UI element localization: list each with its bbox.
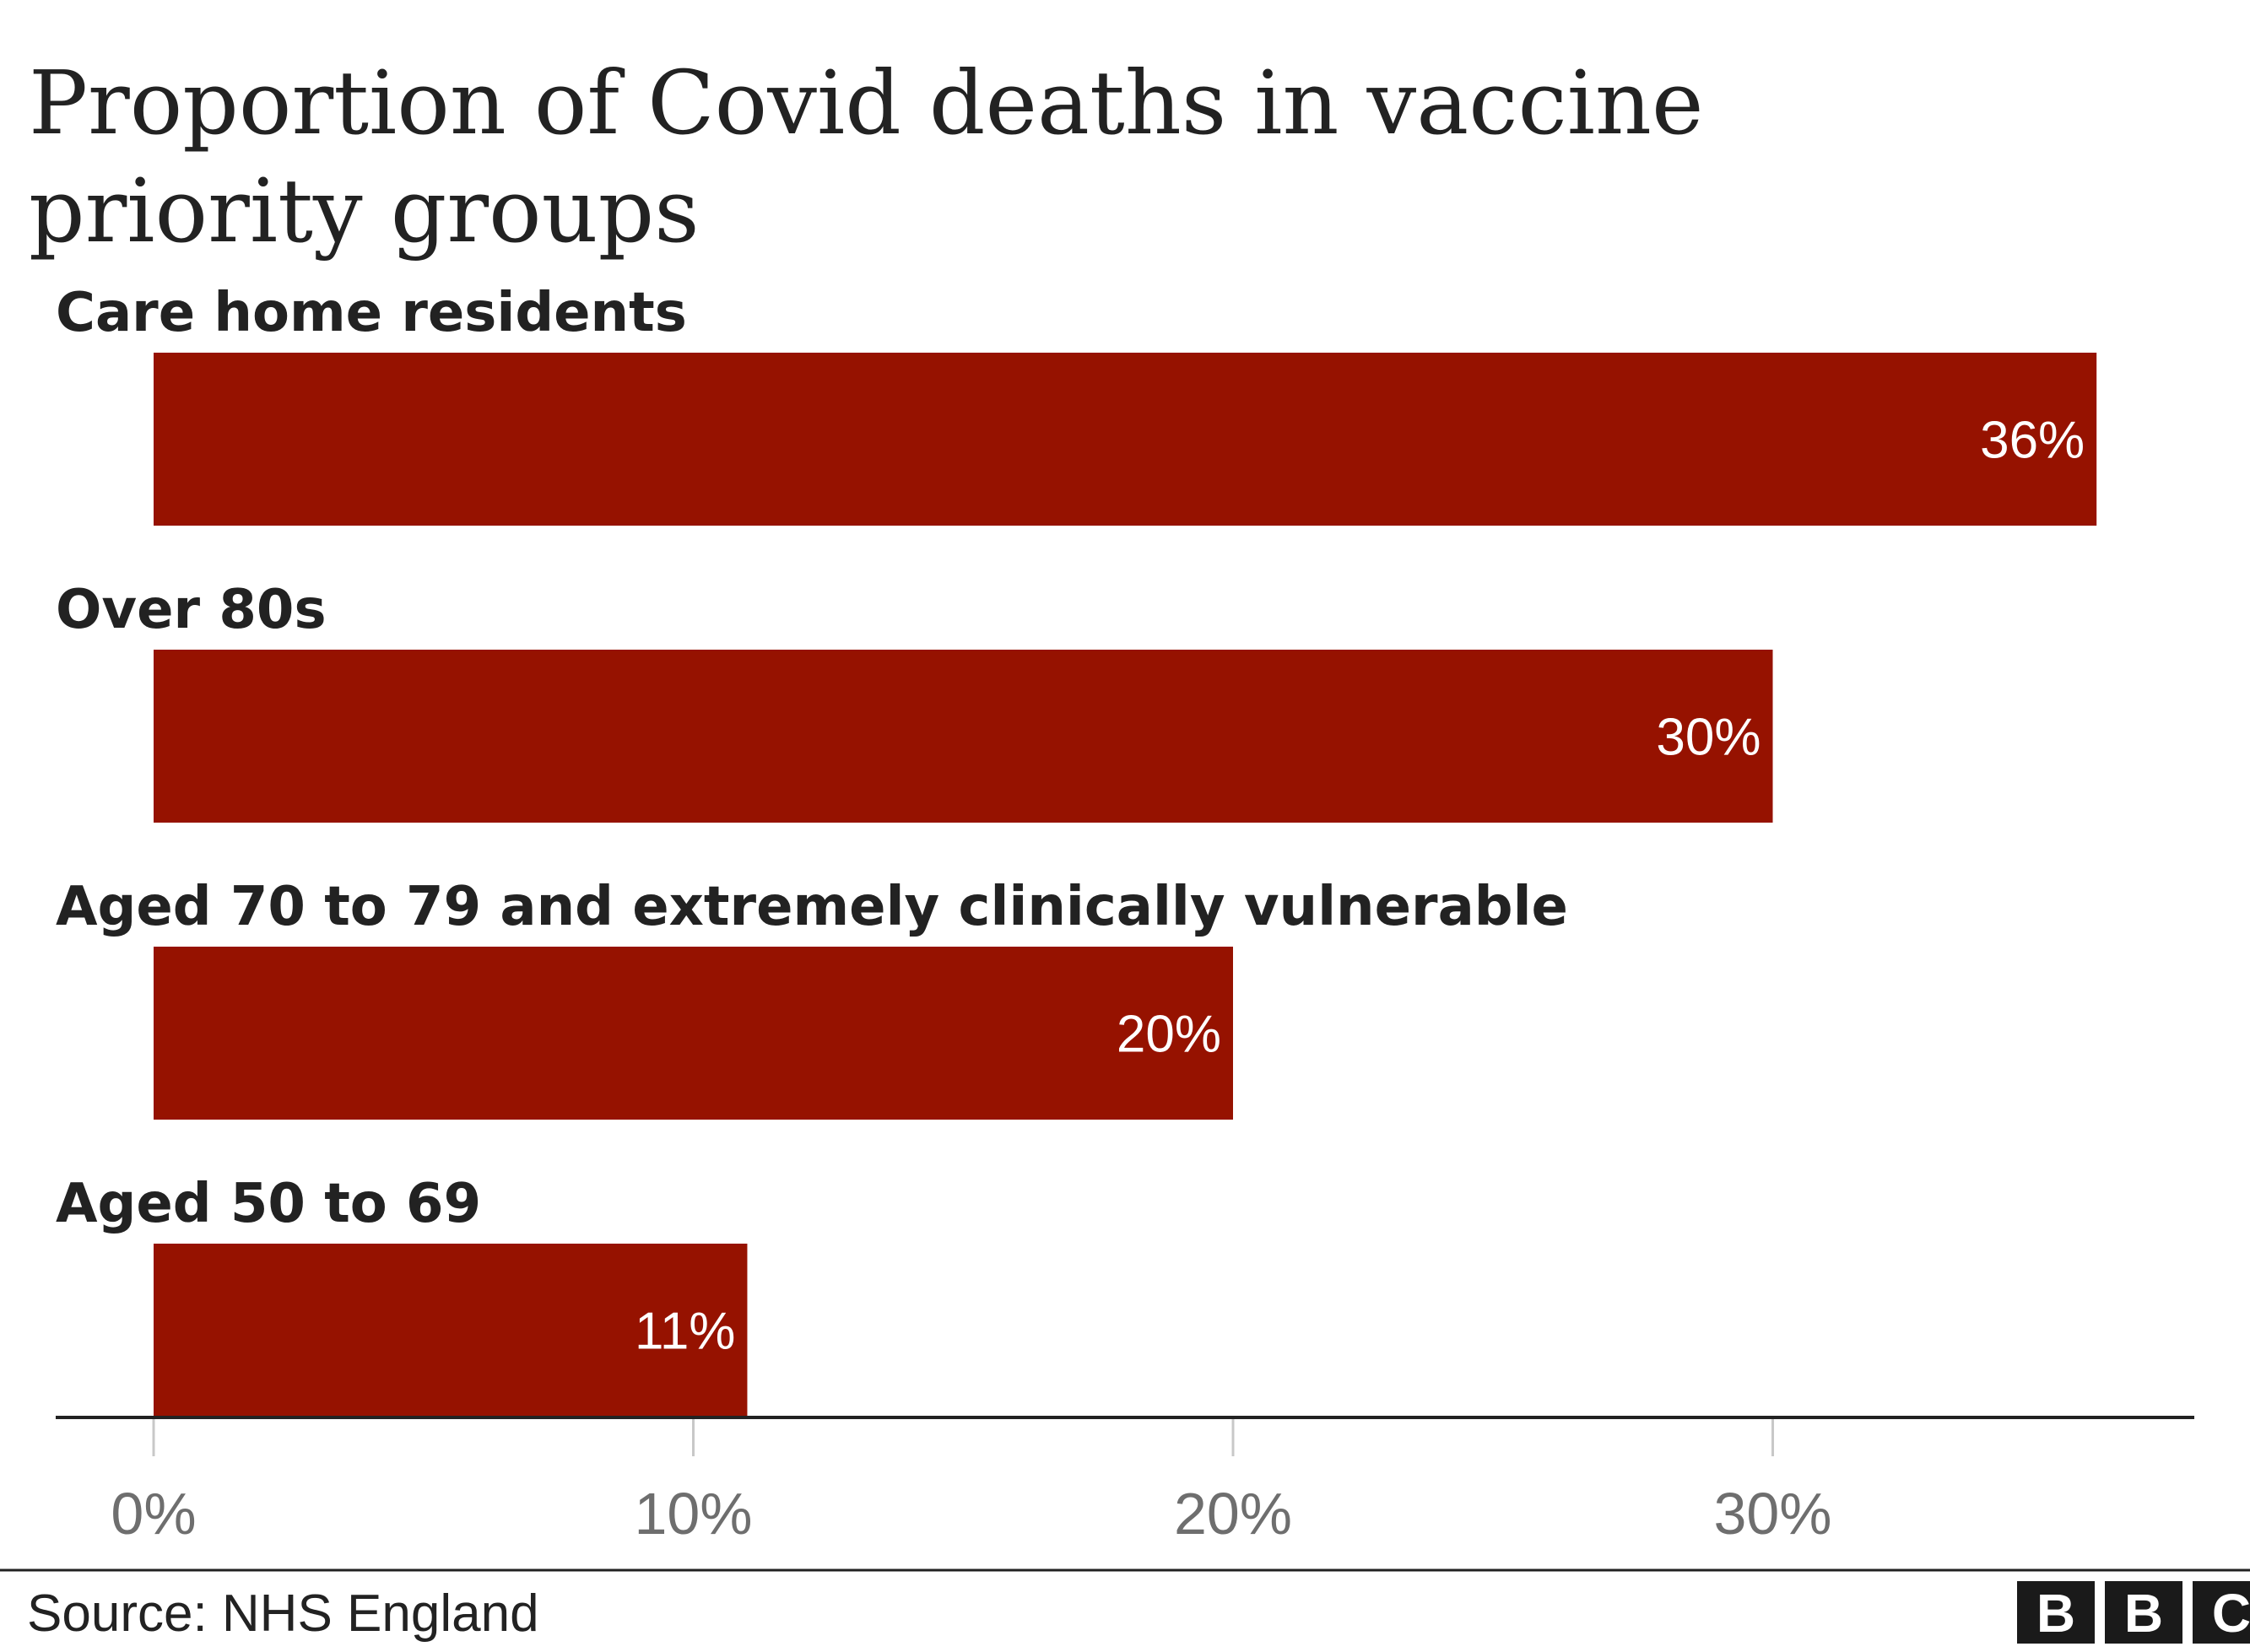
x-tick-label: 10%	[634, 1481, 752, 1547]
category-label: Over 80s	[56, 579, 327, 641]
x-tick-label: 20%	[1174, 1481, 1292, 1547]
bar-value-label: 36%	[1980, 412, 2085, 470]
logo-letter: C	[2212, 1583, 2250, 1644]
category-label: Care home residents	[56, 282, 687, 344]
chart-title-line-1: Proportion of Covid deaths in vaccine	[29, 51, 1704, 154]
category-label: Aged 50 to 69	[56, 1173, 481, 1235]
x-tick-label: 30%	[1713, 1481, 1831, 1547]
category-label: Aged 70 to 79 and extremely clinically v…	[56, 876, 1568, 938]
bar-group: Care home residents 36%	[56, 282, 2097, 526]
bar-group: Aged 50 to 69 11%	[56, 1173, 748, 1417]
bar-value-label: 20%	[1117, 1006, 1221, 1064]
chart-title-line-2: priority groups	[29, 159, 700, 262]
x-axis-tick-labels: 0% 10% 20% 30%	[111, 1481, 1831, 1547]
bar	[154, 1244, 748, 1417]
logo-block	[2105, 1581, 2182, 1644]
source-note: Source: NHS England	[27, 1585, 539, 1643]
bar-group: Aged 70 to 79 and extremely clinically v…	[56, 876, 1568, 1120]
bars: Care home residents 36% Over 80s 30% Aged 70…	[56, 282, 2097, 1417]
bar-value-label: 11%	[635, 1303, 736, 1361]
bar-group: Over 80s 30%	[56, 579, 1773, 823]
logo-letter: B	[2124, 1583, 2163, 1644]
logo-block	[2017, 1581, 2095, 1644]
x-tick-label: 0%	[111, 1481, 196, 1547]
bar	[154, 353, 2097, 526]
bar	[154, 947, 1233, 1120]
bar	[154, 650, 1773, 823]
x-axis-ticks	[152, 1417, 1774, 1456]
bar-value-label: 30%	[1656, 709, 1761, 767]
logo-block	[2193, 1581, 2250, 1644]
logo-letter: B	[2036, 1583, 2075, 1644]
chart-title: Proportion of Covid deaths in vaccine pr…	[29, 51, 1704, 262]
